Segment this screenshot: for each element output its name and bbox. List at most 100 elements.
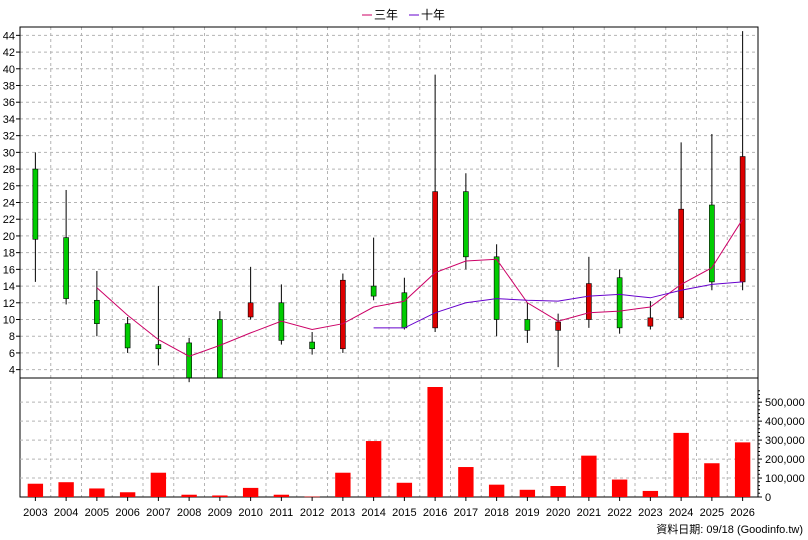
volume-bar [611,479,628,497]
volume-bar [734,442,751,497]
x-tick-label: 2025 [700,507,724,519]
candle-body [247,302,254,318]
x-tick-label: 2004 [54,507,78,519]
volume-bar [242,487,259,497]
volume-bar [704,463,720,497]
volume-bar [642,490,659,497]
legend-label-ten-year: 十年 [421,8,445,22]
candle-body [401,292,408,329]
plot-frame [19,26,759,498]
x-tick-label: 2020 [546,507,570,519]
candle-body [124,323,131,349]
x-tick-label: 2022 [607,507,631,519]
x-tick-label: 2012 [300,507,324,519]
price-tick-label: 32 [3,131,15,143]
volume-bar [335,472,351,497]
x-tick-label: 2013 [331,507,355,519]
volume-bar [488,484,505,497]
volume-tick-label: 200,000 [765,454,805,466]
volume-tick-label: 500,000 [765,397,805,409]
x-tick-label: 2009 [208,507,232,519]
price-panel: 4 6 8 10 12 14 16 18 20 22 24 26 28 30 32 34 36 38 40 42 44 [3,26,759,498]
candle-body [709,204,715,283]
volume-bar [150,472,167,497]
candle-body [370,285,377,297]
price-tick-label: 44 [3,30,15,42]
volume-bar [673,432,689,497]
x-tick-label: 2017 [454,507,478,519]
x-tick-label: 2015 [392,507,416,519]
price-tick-label: 26 [3,181,15,193]
candle-body [340,279,346,350]
candle-body [678,208,684,319]
candle-body [555,321,561,331]
volume-tick-label: 0 [765,492,771,504]
x-tick-label: 2024 [669,507,693,519]
volume-bar [396,482,413,497]
x-tick-label: 2010 [238,507,262,519]
volume-bar [519,489,536,497]
price-tick-label: 40 [3,64,15,76]
candle-body [647,317,654,327]
volume-bar [119,492,136,497]
price-tick-label: 10 [3,315,15,327]
x-tick-label: 2016 [423,507,447,519]
candle-body [586,283,592,320]
legend: 三年 十年 [362,8,445,22]
price-tick-label: 30 [3,147,15,159]
price-tick-label: 38 [3,81,15,93]
volume-bar [427,387,443,497]
volume-bar [550,486,566,497]
price-tick-label: 22 [3,214,15,226]
price-tick-label: 18 [3,248,15,260]
price-tick-label: 42 [3,47,15,59]
candle-body [155,344,162,350]
price-tick-label: 4 [9,365,15,377]
x-axis: 2003 2004 2005 2006 2007 2008 2009 2010 2011 2012… [23,497,755,519]
volume-tick-label: 400,000 [765,416,805,428]
candle-body [463,191,469,258]
volume-bar [212,495,228,497]
series-line-three-year [96,218,744,357]
series-line-ten-year [373,281,743,329]
candle-body [63,237,69,299]
price-tick-label: 28 [3,164,15,176]
candle-body [94,299,100,324]
candle-body [309,341,315,350]
volume-bar [27,483,44,497]
volume-bar [58,482,74,497]
volume-bar [581,455,597,497]
candle-body [186,342,192,379]
candle-body [217,319,223,379]
volume-bar [273,494,290,497]
volume-bar [365,441,382,497]
candle-body [32,168,39,240]
x-tick-label: 2021 [577,507,601,519]
x-tick-label: 2019 [515,507,539,519]
volume-bar [458,467,474,497]
candle-body [432,191,438,329]
candle-body [493,256,500,320]
volume-tick-label: 300,000 [765,435,805,447]
price-tick-label: 6 [9,348,15,360]
price-tick-label: 36 [3,97,15,109]
volume-panel: 0 100,000 200,000 300,000 400,000 500,000 [20,387,805,504]
price-tick-label: 34 [3,114,15,126]
price-tick-label: 20 [3,231,15,243]
x-tick-label: 2003 [23,507,47,519]
candle-body [739,156,746,283]
volume-tick-label: 100,000 [765,473,805,485]
x-tick-label: 2026 [730,507,754,519]
x-tick-label: 2023 [638,507,662,519]
x-tick-label: 2006 [115,507,139,519]
data-date-footnote: 資料日期: 09/18 (Goodinfo.tw) [656,522,803,536]
candle-body [616,277,623,329]
price-tick-label: 8 [9,331,15,343]
volume-bar [181,494,197,497]
x-tick-label: 2018 [484,507,508,519]
price-tick-label: 12 [3,298,15,310]
candle-body [524,319,531,331]
volume-bar [89,488,105,497]
price-tick-label: 24 [3,198,15,210]
